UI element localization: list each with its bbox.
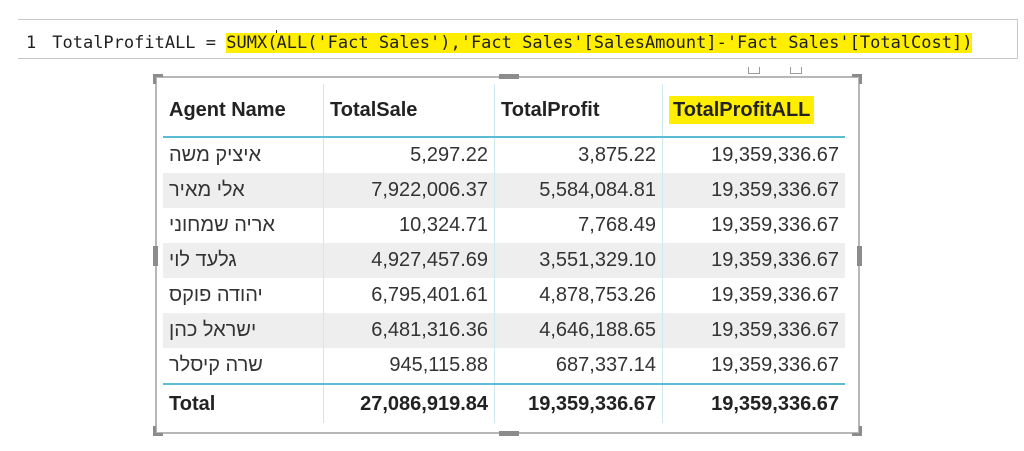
header-agent-name[interactable]: Agent Name bbox=[163, 84, 324, 138]
resize-handle-top-right[interactable] bbox=[852, 74, 862, 84]
header-row: Agent Name TotalSale TotalProfit TotalPr… bbox=[163, 84, 845, 138]
total-profit-all-cell: 19,359,336.67 bbox=[662, 173, 845, 208]
header-total-profit-all[interactable]: TotalProfitALL bbox=[662, 84, 845, 138]
measure-name: TotalProfitALL bbox=[52, 33, 196, 53]
total-profit-cell: 687,337.14 bbox=[494, 348, 663, 384]
data-table: Agent Name TotalSale TotalProfit TotalPr… bbox=[163, 84, 845, 423]
total-row: Total 27,086,919.84 19,359,336.67 19,359… bbox=[163, 383, 845, 423]
resize-handle-bottom[interactable] bbox=[499, 431, 519, 436]
dax-formula[interactable]: 1 TotalProfitALL = SUMX(ALL('Fact Sales')… bbox=[26, 30, 973, 53]
total-sale-cell: 6,795,401.61 bbox=[323, 278, 495, 313]
formula-bar[interactable]: 1 TotalProfitALL = SUMX(ALL('Fact Sales')… bbox=[18, 19, 1018, 59]
total-profit-all-cell: 19,359,336.67 bbox=[662, 348, 845, 384]
total-profit-cell: 4,646,188.65 bbox=[494, 313, 663, 348]
table-row[interactable]: ישראל כהן 6,481,316.36 4,646,188.65 19,3… bbox=[163, 313, 845, 348]
resize-handle-top-left[interactable] bbox=[153, 74, 163, 84]
total-label: Total bbox=[163, 383, 324, 423]
total-sale-sum: 27,086,919.84 bbox=[323, 383, 495, 423]
table-row[interactable]: יהודה פוקס 6,795,401.61 4,878,753.26 19,… bbox=[163, 278, 845, 313]
total-profit-sum: 19,359,336.67 bbox=[494, 383, 663, 423]
table-row[interactable]: גלעד לוי 4,927,457.69 3,551,329.10 19,35… bbox=[163, 243, 845, 278]
total-profit-all-cell: 19,359,336.67 bbox=[662, 243, 845, 278]
focus-mode-icon[interactable] bbox=[790, 67, 802, 74]
line-number: 1 bbox=[26, 33, 37, 53]
agent-name-cell: ישראל כהן bbox=[163, 313, 324, 348]
total-profit-cell: 7,768.49 bbox=[494, 208, 663, 243]
table-row[interactable]: אלי מאיר 7,922,006.37 5,584,084.81 19,35… bbox=[163, 173, 845, 208]
agent-name-cell: יהודה פוקס bbox=[169, 284, 263, 306]
total-profit-cell: 3,551,329.10 bbox=[494, 243, 663, 278]
equals-sign: = bbox=[205, 33, 217, 53]
resize-handle-top[interactable] bbox=[499, 74, 519, 79]
total-profit-all-sum: 19,359,336.67 bbox=[662, 383, 845, 423]
header-total-profit[interactable]: TotalProfit bbox=[494, 84, 663, 138]
agent-name-cell: אריה שמחוני bbox=[169, 214, 275, 236]
total-sale-cell: 4,927,457.69 bbox=[323, 243, 495, 278]
total-profit-cell: 4,878,753.26 bbox=[494, 278, 663, 313]
total-sale-cell: 6,481,316.36 bbox=[323, 313, 495, 348]
total-profit-all-cell: 19,359,336.67 bbox=[662, 208, 845, 243]
resize-handle-left[interactable] bbox=[153, 246, 158, 266]
resize-handle-bottom-right[interactable] bbox=[852, 426, 862, 436]
total-profit-all-cell: 19,359,336.67 bbox=[662, 278, 845, 313]
agent-name-cell: שרה קיסלר bbox=[169, 354, 263, 376]
total-profit-all-cell: 19,359,336.67 bbox=[662, 137, 845, 173]
formula-expression-part2: ALL('Fact Sales'),'Fact Sales'[SalesAmou… bbox=[276, 33, 973, 53]
agent-name-cell: אלי מאיר bbox=[163, 173, 324, 208]
agent-name-cell: איציק משה bbox=[169, 144, 262, 166]
filter-icon[interactable] bbox=[748, 67, 760, 74]
formula-expression-part1: SUMX( bbox=[226, 33, 278, 53]
table-visual[interactable]: Agent Name TotalSale TotalProfit TotalPr… bbox=[153, 74, 862, 436]
total-sale-cell: 945,115.88 bbox=[323, 348, 495, 384]
table-row[interactable]: שרה קיסלר 945,115.88 687,337.14 19,359,3… bbox=[163, 348, 845, 384]
resize-handle-right[interactable] bbox=[857, 246, 862, 266]
table-row[interactable]: אריה שמחוני 10,324.71 7,768.49 19,359,33… bbox=[163, 208, 845, 243]
visual-header-icons bbox=[748, 59, 832, 74]
total-sale-cell: 5,297.22 bbox=[323, 137, 495, 173]
total-profit-cell: 5,584,084.81 bbox=[494, 173, 663, 208]
total-sale-cell: 10,324.71 bbox=[323, 208, 495, 243]
total-profit-cell: 3,875.22 bbox=[494, 137, 663, 173]
header-total-profit-all-label: TotalProfitALL bbox=[669, 95, 815, 124]
table-row[interactable]: איציק משה 5,297.22 3,875.22 19,359,336.6… bbox=[163, 137, 845, 173]
agent-name-cell: גלעד לוי bbox=[163, 243, 324, 278]
resize-handle-bottom-left[interactable] bbox=[153, 426, 163, 436]
total-profit-all-cell: 19,359,336.67 bbox=[662, 313, 845, 348]
header-total-sale[interactable]: TotalSale bbox=[323, 84, 495, 138]
total-sale-cell: 7,922,006.37 bbox=[323, 173, 495, 208]
